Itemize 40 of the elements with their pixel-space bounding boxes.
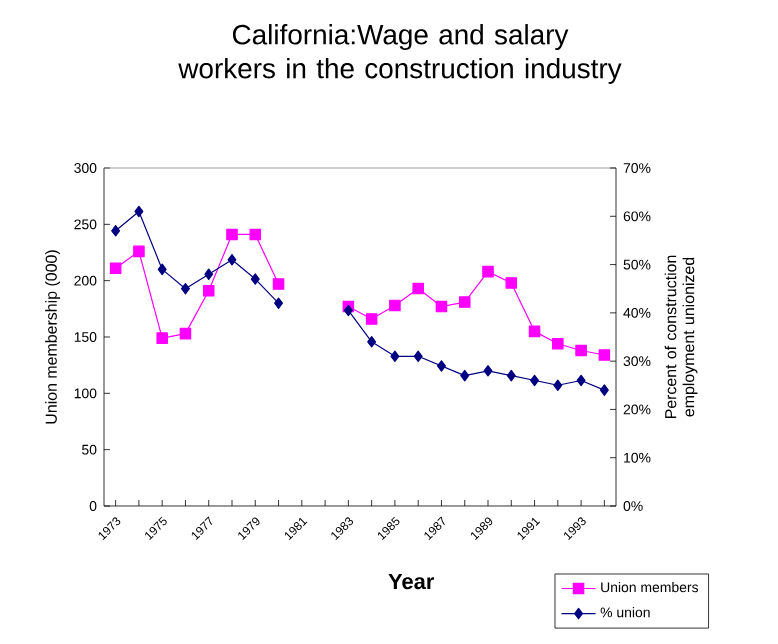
point xyxy=(552,337,564,350)
point xyxy=(179,327,192,340)
point xyxy=(482,265,494,278)
point xyxy=(202,285,215,297)
point xyxy=(505,277,518,289)
point xyxy=(553,379,563,392)
point xyxy=(109,262,122,275)
point xyxy=(598,349,611,361)
point xyxy=(530,374,540,387)
point xyxy=(133,245,145,258)
point xyxy=(367,336,377,348)
point xyxy=(390,350,400,363)
point xyxy=(460,369,470,382)
point xyxy=(575,344,587,357)
point xyxy=(599,384,609,396)
point xyxy=(272,278,285,290)
point xyxy=(227,253,237,266)
point xyxy=(156,332,168,344)
chart-title: California:Wage and salary workers in the construction industry xyxy=(178,24,622,84)
point xyxy=(389,299,401,312)
point xyxy=(365,313,378,325)
point xyxy=(458,296,471,308)
point xyxy=(274,297,284,309)
point xyxy=(111,224,121,237)
point xyxy=(226,228,238,241)
point xyxy=(483,365,493,377)
point xyxy=(528,325,541,338)
point xyxy=(180,282,190,295)
point xyxy=(576,374,586,387)
x-axis-title: Year xyxy=(388,573,435,590)
point xyxy=(249,228,262,241)
point xyxy=(506,369,516,382)
point xyxy=(413,350,423,363)
point xyxy=(435,300,448,313)
point xyxy=(250,273,260,285)
point xyxy=(157,263,167,276)
point xyxy=(204,268,214,281)
point xyxy=(412,282,424,295)
point xyxy=(134,205,144,218)
point xyxy=(436,360,446,372)
